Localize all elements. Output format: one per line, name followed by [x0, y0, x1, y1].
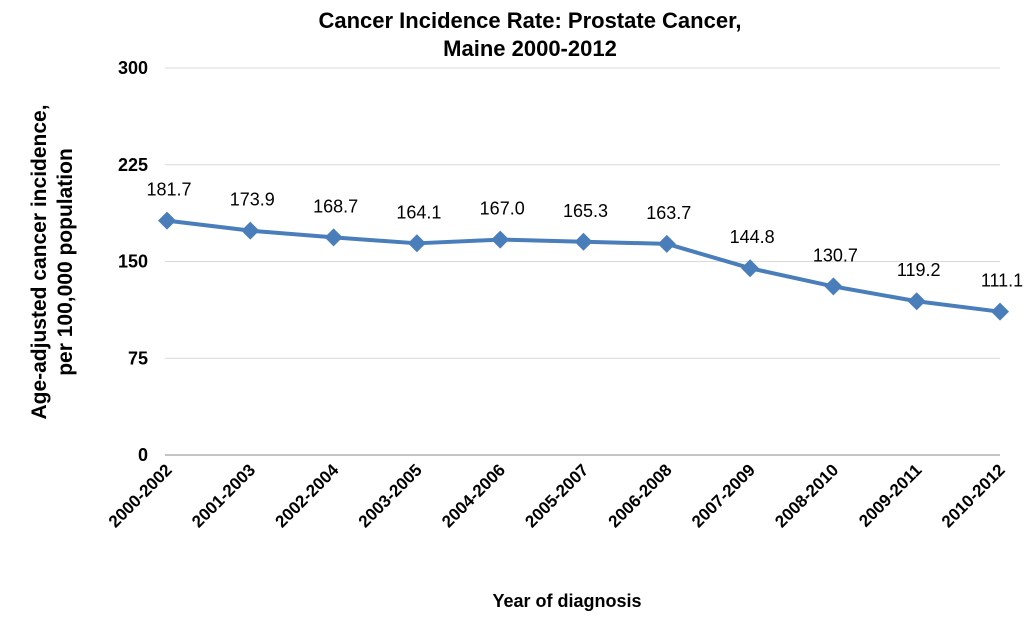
x-tick-label: 2009-2011	[855, 460, 925, 530]
marker	[407, 234, 426, 253]
x-tick-label: 2003-2005	[355, 460, 426, 531]
y-tick-label: 0	[138, 445, 148, 465]
data-label: 164.1	[396, 202, 441, 222]
y-tick-label: 75	[128, 348, 148, 368]
marker	[158, 211, 176, 230]
x-axis-title: Year of diagnosis	[492, 591, 641, 611]
data-label: 168.7	[313, 196, 358, 216]
data-label: 163.7	[646, 203, 691, 223]
data-label: 119.2	[897, 260, 941, 280]
data-label: 165.3	[563, 201, 608, 221]
x-tick-label: 2004-2006	[438, 460, 509, 531]
marker	[741, 259, 760, 278]
y-axis-title: Age-adjusted cancer incidence,	[28, 104, 51, 419]
y-axis-title: per 100,000 population	[54, 148, 77, 376]
x-tick-label: 2001-2003	[188, 460, 259, 531]
x-tick-label: 2010-2012	[938, 460, 1009, 531]
x-tick-label: 2002-2004	[271, 460, 342, 531]
data-label: 111.1	[981, 271, 1023, 291]
y-tick-label: 300	[118, 58, 148, 78]
marker	[574, 232, 593, 251]
chart-title: Cancer Incidence Rate: Prostate Cancer,	[318, 8, 741, 33]
x-tick-label: 2000-2002	[105, 460, 176, 531]
x-tick-label: 2007-2009	[688, 460, 759, 531]
x-tick-label: 2006-2008	[605, 460, 676, 531]
marker	[657, 234, 676, 253]
data-label: 130.7	[813, 245, 858, 265]
marker	[241, 221, 260, 240]
x-tick-label: 2008-2010	[771, 460, 842, 531]
marker	[824, 277, 843, 296]
y-tick-label: 225	[118, 155, 148, 175]
marker	[324, 228, 343, 247]
y-tick-label: 150	[118, 252, 148, 272]
marker	[991, 302, 1009, 321]
chart-title: Maine 2000-2012	[443, 36, 617, 61]
data-label: 181.7	[146, 180, 191, 200]
x-tick-label: 2005-2007	[521, 460, 592, 531]
data-label: 144.8	[730, 227, 775, 247]
data-label: 173.9	[230, 190, 275, 210]
marker	[491, 230, 510, 249]
marker	[907, 292, 926, 311]
data-label: 167.0	[480, 199, 525, 219]
